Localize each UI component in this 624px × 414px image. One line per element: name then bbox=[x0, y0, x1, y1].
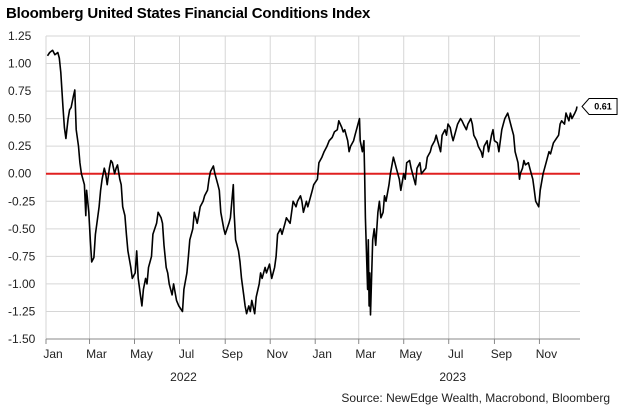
last-value-callout: 0.61 bbox=[581, 98, 618, 116]
y-tick-label: -1.00 bbox=[8, 277, 36, 291]
x-tick-label: May bbox=[130, 347, 153, 361]
y-tick-label: -0.75 bbox=[8, 249, 36, 263]
y-tick-label: -0.25 bbox=[8, 194, 36, 208]
y-tick-label: -0.50 bbox=[8, 222, 36, 236]
x-tick-label: Sep bbox=[491, 347, 513, 361]
x-tick-label: Mar bbox=[86, 347, 107, 361]
last-value-label: 0.61 bbox=[594, 102, 612, 112]
y-tick-label: 0.25 bbox=[8, 139, 32, 153]
x-year-label: 2022 bbox=[170, 370, 197, 384]
x-tick-label: Sep bbox=[222, 347, 244, 361]
x-tick-label: Jan bbox=[43, 347, 62, 361]
x-tick-label: Nov bbox=[536, 347, 557, 361]
y-tick-label: 0.50 bbox=[8, 112, 32, 126]
x-tick-label: Jan bbox=[313, 347, 332, 361]
x-tick-label: Mar bbox=[355, 347, 376, 361]
series-line bbox=[46, 49, 578, 316]
y-tick-label: 1.00 bbox=[8, 57, 32, 71]
x-tick-label: Jul bbox=[179, 347, 194, 361]
chart-title: Bloomberg United States Financial Condit… bbox=[6, 5, 371, 22]
y-tick-label: 1.25 bbox=[8, 29, 32, 43]
series-layer bbox=[46, 49, 578, 316]
y-axis-ticks: 1.25 1.00 0.75 0.50 0.25 0.00 -0.25 -0.50 -0.75 -… bbox=[8, 29, 36, 346]
y-tick-label: 0.00 bbox=[8, 167, 32, 181]
y-tick-label: -1.50 bbox=[8, 332, 36, 346]
y-tick-label: -1.25 bbox=[8, 304, 36, 318]
x-tick-label: May bbox=[399, 347, 422, 361]
y-tick-label: 0.75 bbox=[8, 84, 32, 98]
source-note: Source: NewEdge Wealth, Macrobond, Bloom… bbox=[341, 391, 610, 405]
x-tick-label: Nov bbox=[267, 347, 288, 361]
x-year-label: 2023 bbox=[439, 370, 466, 384]
callout-box bbox=[581, 98, 618, 116]
x-tick-label: Jul bbox=[448, 347, 463, 361]
x-axis-ticks: Jan Mar May Jul Sep Nov Jan Mar May Jul Sep Nov 2022… bbox=[43, 338, 580, 384]
